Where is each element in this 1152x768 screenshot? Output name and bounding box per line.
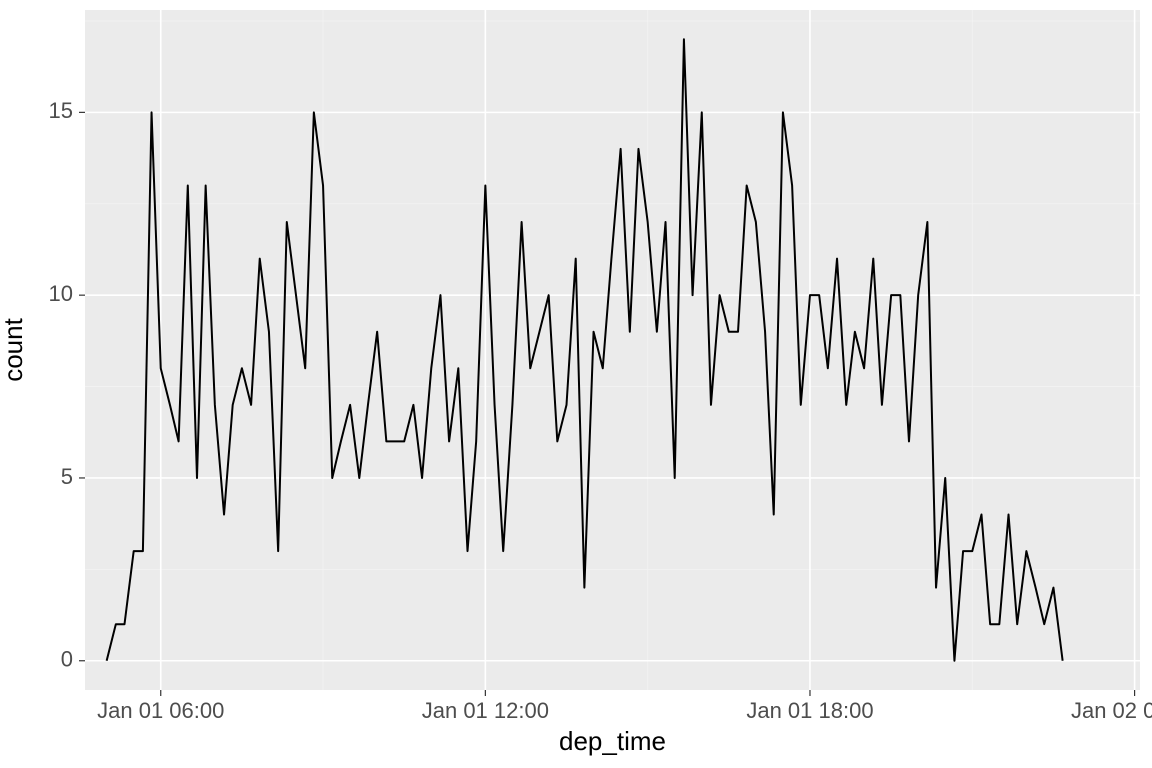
x-tick-label: Jan 01 12:00 [422,698,549,723]
x-tick-label: Jan 02 00:00 [1071,698,1152,723]
x-tick-label: Jan 01 18:00 [746,698,873,723]
y-tick-label: 5 [61,464,73,489]
y-tick-label: 0 [61,647,73,672]
y-tick-label: 10 [49,281,73,306]
line-chart: 0 5 10 15 Jan 01 06:00 Jan 01 12:00 Jan 01 18:… [0,0,1152,768]
y-tick-label: 15 [49,98,73,123]
x-tick-label: Jan 01 06:00 [97,698,224,723]
chart-container: 0 5 10 15 Jan 01 06:00 Jan 01 12:00 Jan 01 18:… [0,0,1152,768]
y-axis-title-svg: count [0,317,28,381]
x-axis-title-svg: dep_time [559,726,666,756]
